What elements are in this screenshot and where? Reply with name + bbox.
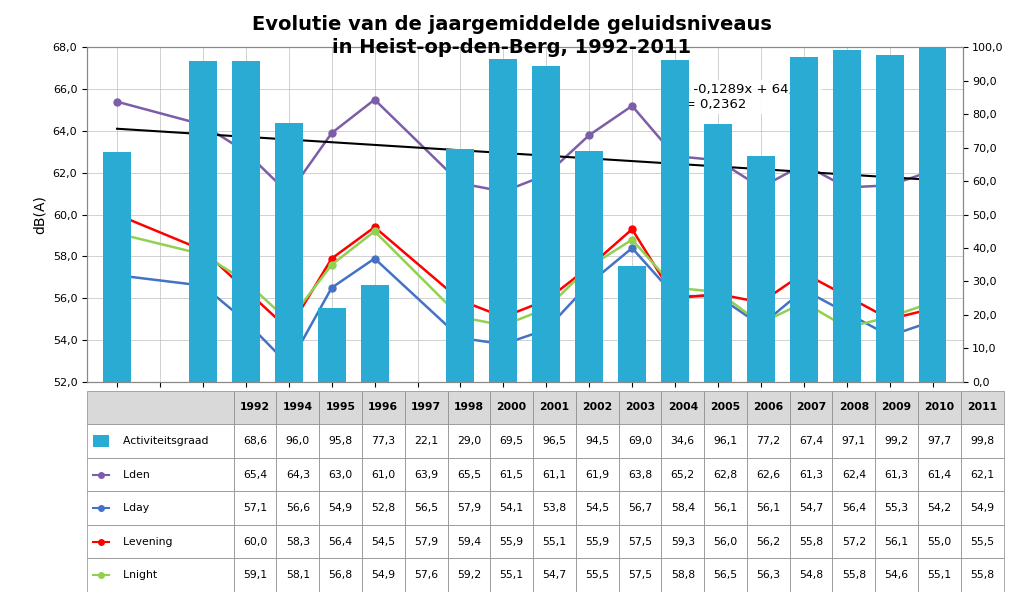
Bar [231,62,260,382]
Y-axis label: dB(A): dB(A) [33,195,47,234]
Bar [746,156,775,382]
Bar [103,152,131,382]
Bar [876,55,903,382]
Bar [317,308,346,382]
Bar [790,57,818,382]
Bar [919,48,946,382]
Bar [189,61,217,382]
Text: Evolutie van de jaargemiddelde geluidsniveaus
in Heist-op-den-Berg, 1992-2011: Evolutie van de jaargemiddelde geluidsni… [252,15,772,57]
Bar [575,151,603,382]
FancyBboxPatch shape [93,435,109,447]
Bar [662,60,689,382]
Bar [532,66,560,382]
Bar [274,123,303,382]
Bar [360,285,388,382]
Bar [489,59,517,382]
Text: y = -0,1289x + 64,236
R² = 0,2362: y = -0,1289x + 64,236 R² = 0,2362 [667,83,818,111]
Bar [618,266,646,382]
Bar [703,124,732,382]
Bar [833,50,860,382]
Bar [446,149,474,382]
